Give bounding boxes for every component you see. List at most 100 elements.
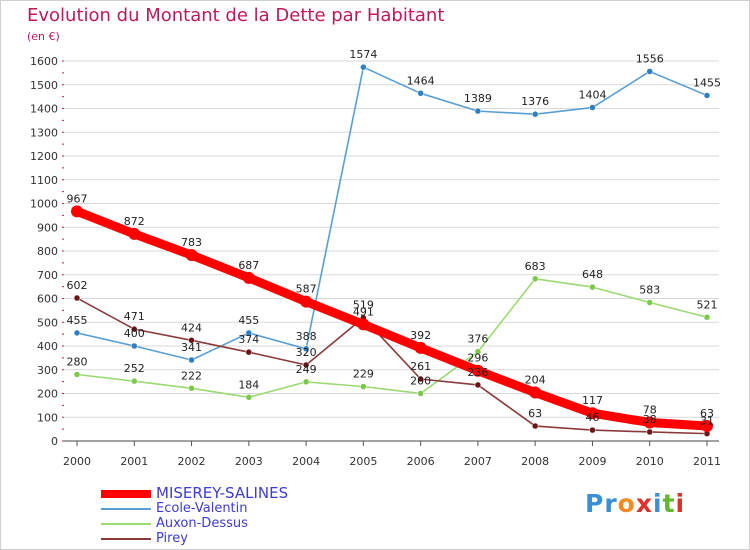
data-point-ecole-valentin [474,107,482,115]
chart-subtitle: (en €) [27,30,60,43]
legend-label: MISEREY-SALINES [156,484,289,502]
legend-label: Pirey [156,531,188,546]
series-line-auxon-dessus [76,277,708,399]
data-label: 388 [296,330,317,343]
series-layer [71,63,713,437]
data-label: 1574 [349,48,377,61]
data-point-miserey-salines [71,205,83,218]
data-point-auxon-dessus [131,377,138,385]
legend-swatch [101,508,151,510]
data-label: 184 [238,378,259,391]
legend-label: Ecole-Valentin [156,501,248,516]
x-tick-label: 2005 [349,455,377,468]
data-label: 392 [410,329,431,342]
data-point-ecole-valentin [646,68,653,75]
data-point-ecole-valentin [245,329,253,337]
data-label: 341 [181,341,202,354]
data-label: 222 [181,369,202,382]
data-point-auxon-dessus [188,385,195,392]
data-label: 519 [353,299,374,312]
data-point-miserey-salines [414,341,427,354]
data-point-ecole-valentin [589,104,596,111]
data-point-pirey [417,375,424,383]
data-point-auxon-dessus [302,378,310,386]
data-point-miserey-salines [185,249,198,262]
y-tick-label: 400 [37,340,58,353]
series-line-miserey-salines [72,206,712,431]
data-label: 229 [353,368,374,381]
x-tick-label: 2009 [578,455,606,468]
data-point-pirey [245,348,253,356]
y-tick-label: 1500 [30,79,58,92]
data-label: 261 [410,360,431,373]
logo-letter: r [604,489,618,518]
data-label: 602 [67,279,88,292]
data-point-ecole-valentin [417,90,424,97]
data-label: 46 [585,411,599,424]
y-tick-label: 1100 [30,174,58,187]
data-label: 471 [124,310,145,323]
data-label: 455 [67,314,88,327]
data-label: 78 [643,403,657,416]
data-point-miserey-salines [128,227,141,240]
data-point-pirey [474,381,482,389]
logo-letter: P [585,489,605,518]
data-point-auxon-dessus [245,394,253,401]
data-label: 63 [700,407,714,420]
data-point-miserey-salines [242,271,255,284]
logo-letter: t [662,489,676,518]
data-label: 236 [467,366,488,379]
data-label: 1389 [464,92,492,105]
data-point-ecole-valentin [188,356,195,364]
data-label: 424 [181,321,202,334]
data-point-pirey [302,361,310,369]
data-point-miserey-salines [701,420,713,433]
data-point-miserey-salines [586,407,599,420]
y-tick-label: 1300 [30,126,58,139]
data-point-ecole-valentin [531,110,539,118]
proxiti-logo: Proxiti [585,489,685,518]
y-tick-label: 700 [37,269,58,282]
data-point-ecole-valentin [73,329,81,337]
data-point-auxon-dessus [703,314,711,321]
data-label: 648 [582,268,603,281]
x-tick-label: 2007 [464,455,492,468]
y-tick-label: 1600 [30,55,58,68]
legend-swatch [101,523,151,525]
y-tick-label: 500 [37,316,58,329]
series-line-ecole-valentin [76,66,708,361]
data-point-pirey [589,426,596,434]
data-point-pirey [73,294,81,302]
legend-swatch [101,490,151,498]
data-label: 204 [525,374,546,387]
data-label: 521 [697,298,718,311]
data-label: 249 [296,363,317,376]
data-label: 683 [525,260,546,273]
data-label: 374 [238,333,259,346]
data-point-miserey-salines [300,295,313,308]
x-tick-label: 2000 [63,455,91,468]
data-label: 63 [528,407,542,420]
y-tick-label: 0 [51,435,58,448]
data-point-auxon-dessus [474,348,482,355]
data-label: 280 [67,356,88,369]
x-tick-label: 2001 [120,455,148,468]
y-tick-label: 800 [37,245,58,258]
logo-letter: i [675,489,686,518]
logo-letter: o [617,489,636,518]
data-label: 1464 [407,74,435,87]
data-point-auxon-dessus [417,390,424,397]
data-label: 31 [700,415,714,428]
y-tick-label: 200 [37,388,58,401]
data-label: 1556 [636,52,664,65]
y-tick-label: 1200 [30,150,58,163]
x-tick-label: 2003 [235,455,263,468]
logo-letter: i [653,489,663,518]
x-tick-label: 2004 [292,455,320,468]
y-tick-label: 600 [37,293,58,306]
data-point-auxon-dessus [531,275,539,283]
data-point-miserey-salines [357,318,370,331]
data-point-ecole-valentin [131,342,138,350]
